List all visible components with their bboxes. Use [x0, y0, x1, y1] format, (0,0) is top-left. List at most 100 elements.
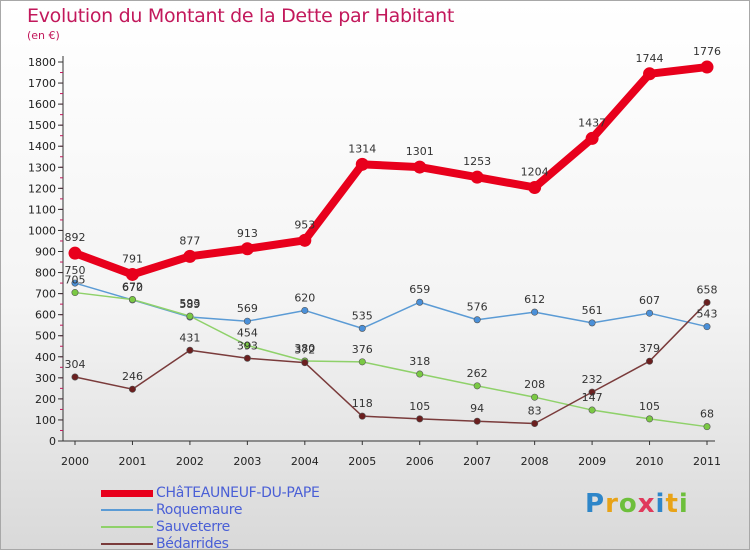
y-tick-label: 0: [49, 435, 56, 448]
data-label: 535: [352, 309, 373, 322]
proxiti-logo: Proxiti: [585, 489, 689, 519]
data-point: [128, 296, 136, 304]
data-point: [588, 406, 596, 414]
data-point: [413, 160, 427, 174]
data-label: 913: [237, 227, 258, 240]
x-tick-label: 2002: [176, 455, 204, 468]
y-tick-label: 600: [35, 309, 56, 322]
data-point: [531, 420, 539, 428]
logo-letter: r: [605, 489, 619, 519]
legend-label: Sauveterre: [156, 519, 230, 535]
data-label: 1437: [578, 116, 606, 129]
data-label: 892: [65, 231, 86, 244]
data-label: 705: [65, 274, 86, 287]
y-tick-label: 800: [35, 267, 56, 280]
data-label: 94: [470, 402, 484, 415]
data-label: 953: [294, 218, 315, 231]
data-label: 304: [65, 358, 86, 371]
data-point: [243, 317, 251, 325]
data-point: [470, 170, 484, 184]
data-label: 1253: [463, 155, 491, 168]
data-label: 208: [524, 378, 545, 391]
logo-letter: t: [665, 489, 679, 519]
x-tick-label: 2011: [693, 455, 721, 468]
legend-swatch: [101, 543, 153, 545]
x-tick-label: 2003: [233, 455, 261, 468]
x-tick-label: 2005: [348, 455, 376, 468]
data-point: [585, 131, 599, 145]
data-label: 105: [639, 400, 660, 413]
data-label: 750: [65, 264, 86, 277]
series-line: [74, 282, 708, 330]
data-label: 68: [700, 408, 714, 421]
data-label: 620: [294, 291, 315, 304]
series-line: [74, 301, 708, 425]
y-tick-label: 1800: [28, 56, 56, 69]
data-label: 376: [352, 343, 373, 356]
data-label: 379: [639, 342, 660, 355]
x-tick-label: 2006: [406, 455, 434, 468]
data-point: [473, 382, 481, 390]
data-label: 232: [582, 373, 603, 386]
chart-axes: 0 100 200 300 400 500 600 700 800 900 1000 1100 1200…: [28, 56, 721, 468]
series-3: [71, 298, 711, 428]
y-tick-label: 900: [35, 246, 56, 259]
series-0: [68, 60, 714, 281]
data-point: [71, 289, 79, 297]
data-label: 431: [179, 331, 200, 344]
logo-letter: i: [678, 489, 689, 519]
data-point: [358, 412, 366, 420]
data-labels-layer: 750 670 589 569 620 535 659 576 612 561 607 543 705 6…: [65, 45, 722, 421]
y-tick-label: 1000: [28, 224, 56, 237]
data-point: [301, 359, 309, 367]
data-point: [588, 388, 596, 396]
x-tick-label: 2000: [61, 455, 89, 468]
data-label: 318: [409, 355, 430, 368]
data-label: 576: [467, 301, 488, 314]
data-label: 118: [352, 397, 373, 410]
data-point: [703, 323, 711, 331]
y-tick-label: 1400: [28, 140, 56, 153]
y-tick-label: 200: [35, 393, 56, 406]
legend-item: Sauveterre: [101, 519, 401, 536]
data-label: 543: [697, 308, 718, 321]
data-point: [128, 385, 136, 393]
data-label: 83: [528, 405, 542, 418]
data-label: 393: [237, 339, 258, 352]
data-point: [355, 157, 369, 171]
legend-swatch: [101, 509, 153, 511]
logo-letter: P: [585, 489, 606, 519]
x-tick-label: 2009: [578, 455, 606, 468]
data-label: 561: [582, 304, 603, 317]
data-point: [68, 246, 82, 260]
logo-letter: x: [637, 489, 656, 519]
x-tick-label: 2008: [521, 455, 549, 468]
series-layer: [68, 60, 714, 431]
data-label: 1314: [348, 142, 376, 155]
data-point: [473, 316, 481, 324]
y-tick-label: 400: [35, 351, 56, 364]
chart-legend: CHâTEAUNEUF-DU-PAPE Roquemaure Sauveterre B…: [101, 485, 401, 550]
legend-label: Bédarrides: [156, 536, 229, 550]
data-label: 454: [237, 326, 258, 339]
data-label: 372: [294, 344, 315, 357]
data-point: [243, 341, 251, 349]
y-tick-label: 300: [35, 372, 56, 385]
data-label: 569: [237, 302, 258, 315]
data-label: 1776: [693, 45, 721, 58]
y-tick-label: 1200: [28, 182, 56, 195]
legend-swatch: [101, 526, 153, 528]
data-point: [588, 319, 596, 327]
data-point: [646, 415, 654, 423]
data-point: [298, 233, 312, 247]
data-point: [416, 298, 424, 306]
y-tick-label: 1700: [28, 77, 56, 90]
chart-subtitle: (en €): [27, 29, 60, 42]
data-point: [71, 373, 79, 381]
data-point: [358, 358, 366, 366]
data-point: [473, 417, 481, 425]
data-label: 672: [122, 281, 143, 294]
data-label: 1204: [521, 165, 549, 178]
data-label: 607: [639, 294, 660, 307]
data-label: 246: [122, 370, 143, 383]
